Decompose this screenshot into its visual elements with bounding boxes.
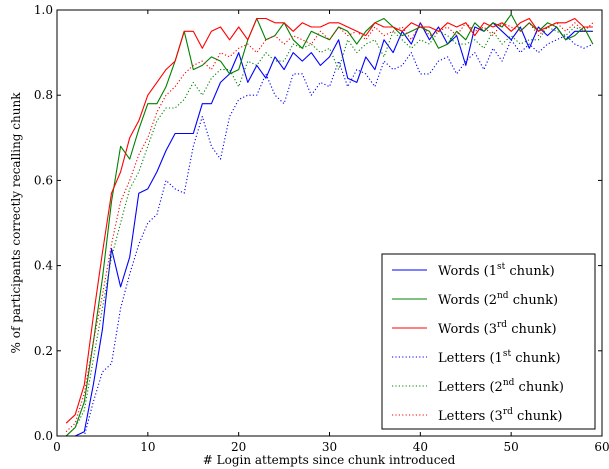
y-tick-label: 1.0: [34, 3, 53, 17]
y-axis-ticks: 0.0 0.2 0.4 0.6 0.8 1.0: [34, 3, 602, 443]
y-axis-label: % of participants correctly recalling ch…: [9, 92, 23, 354]
series-layer: [65, 13, 594, 436]
x-tick-label: 60: [594, 440, 609, 454]
x-tick-label: 0: [53, 440, 61, 454]
legend-box: [381, 253, 596, 430]
x-tick-label: 10: [140, 440, 155, 454]
series-line-1: [65, 13, 594, 436]
legend: Words (1st chunk) Words (2nd chunk) Words …: [381, 253, 596, 430]
x-axis-ticks: 0 10 20 30 40 50 60: [53, 10, 609, 454]
y-tick-label: 0.6: [34, 173, 53, 187]
y-tick-label: 0.4: [34, 259, 53, 273]
legend-entry-label: Words (1st chunk): [438, 262, 555, 279]
series-line-5: [65, 22, 594, 433]
legend-entry-label: Letters (2nd chunk): [438, 378, 564, 395]
x-tick-label: 30: [322, 440, 337, 454]
x-tick-label: 40: [413, 440, 428, 454]
y-tick-label: 0.0: [34, 429, 53, 443]
legend-entry-label: Words (3rd chunk): [438, 320, 557, 337]
series-line-0: [66, 22, 593, 436]
legend-entry-label: Letters (3rd chunk): [438, 407, 562, 424]
legend-entry-label: Words (2nd chunk): [438, 291, 558, 308]
x-axis-label: # Login attempts since chunk introduced: [203, 453, 456, 467]
y-tick-label: 0.8: [34, 88, 53, 102]
series-line-2: [65, 17, 593, 424]
x-tick-label: 50: [504, 440, 519, 454]
y-tick-label: 0.2: [34, 344, 53, 358]
x-tick-label: 20: [231, 440, 246, 454]
legend-entry-label: Letters (1st chunk): [438, 349, 561, 366]
